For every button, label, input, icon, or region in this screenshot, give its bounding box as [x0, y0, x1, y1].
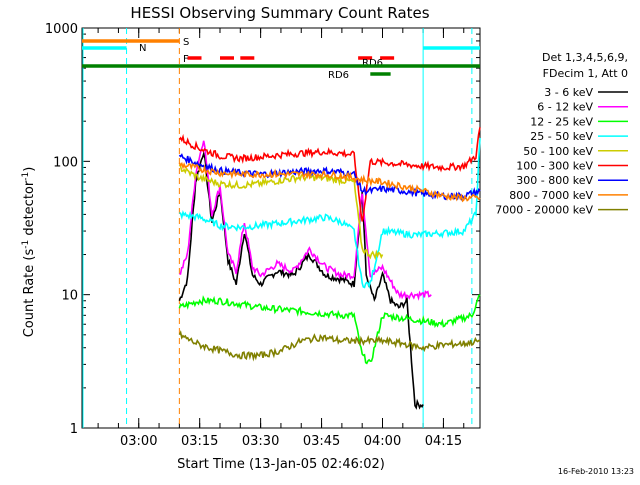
x-tick-label: 04:00 — [364, 434, 401, 449]
series-line-4 — [178, 164, 384, 261]
x-axis-label: Start Time (13-Jan-05 02:46:02) — [177, 457, 385, 472]
chart-title: HESSI Observing Summary Count Rates — [130, 4, 429, 22]
plot-area: 1 10 100 1000 03:00 03:15 03:30 03:45 04:00 04:15… — [45, 22, 481, 449]
x-tick-label: 03:00 — [120, 434, 157, 449]
flag-label: RD6 — [328, 70, 349, 81]
series-line-0 — [178, 150, 424, 410]
legend-title-line1: Det 1,3,4,5,6,9, — [542, 51, 628, 64]
flag-label: F — [183, 54, 189, 65]
legend-label-6: 300 - 800 keV — [516, 174, 593, 187]
y-tick-label: 10 — [61, 289, 78, 304]
y-tick-label: 100 — [53, 155, 78, 170]
y-axis-label-main: Count Rate (s — [22, 249, 37, 338]
y-tick-label: 1000 — [45, 22, 78, 37]
legend: Det 1,3,4,5,6,9, FDecim 1, Att 0 3 - 6 k… — [495, 51, 628, 217]
y-axis-label-end: ) — [22, 167, 37, 172]
flag-label: RD6 — [362, 58, 383, 69]
legend-label-7: 800 - 7000 keV — [509, 189, 593, 202]
flag-label: S — [183, 37, 189, 48]
y-axis-label-sup2: -1 — [21, 172, 31, 181]
legend-label-2: 12 - 25 keV — [530, 115, 593, 128]
series-line-7 — [178, 161, 481, 203]
y-axis-label-sup1: -1 — [21, 240, 31, 249]
x-tick-label: 04:15 — [425, 434, 462, 449]
legend-label-4: 50 - 100 keV — [523, 145, 593, 158]
legend-label-5: 100 - 300 keV — [516, 160, 593, 173]
plot-frame — [81, 27, 481, 429]
y-axis-label: Count Rate (s-1 detector-1) — [21, 167, 37, 338]
series-line-2 — [178, 294, 481, 365]
series-line-1 — [179, 140, 432, 301]
series-line-3 — [179, 137, 481, 290]
y-axis-label-mid: detector — [22, 180, 37, 240]
series-line-5 — [178, 127, 481, 222]
x-tick-label: 03:45 — [303, 434, 340, 449]
legend-label-0: 3 - 6 keV — [544, 86, 593, 99]
legend-label-1: 6 - 12 keV — [537, 101, 593, 114]
legend-label-3: 25 - 50 keV — [530, 130, 593, 143]
y-tick-label: 1 — [70, 422, 78, 437]
legend-title-line2: FDecim 1, Att 0 — [543, 67, 628, 80]
legend-label-8: 7000 - 20000 keV — [495, 204, 593, 217]
x-tick-label: 03:30 — [242, 434, 279, 449]
footer-date: 16-Feb-2010 13:23 — [558, 467, 634, 476]
series-line-8 — [178, 330, 481, 362]
x-tick-label: 03:15 — [181, 434, 218, 449]
flag-label: N — [139, 43, 146, 54]
